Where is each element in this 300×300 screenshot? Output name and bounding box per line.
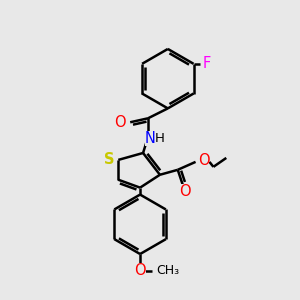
Text: N: N (145, 130, 155, 146)
Text: O: O (198, 153, 209, 168)
Text: F: F (202, 56, 211, 71)
Text: H: H (155, 132, 165, 145)
Text: O: O (134, 263, 146, 278)
Text: S: S (104, 152, 115, 167)
Text: O: O (179, 184, 190, 199)
Text: O: O (115, 115, 126, 130)
Text: CH₃: CH₃ (156, 264, 179, 278)
